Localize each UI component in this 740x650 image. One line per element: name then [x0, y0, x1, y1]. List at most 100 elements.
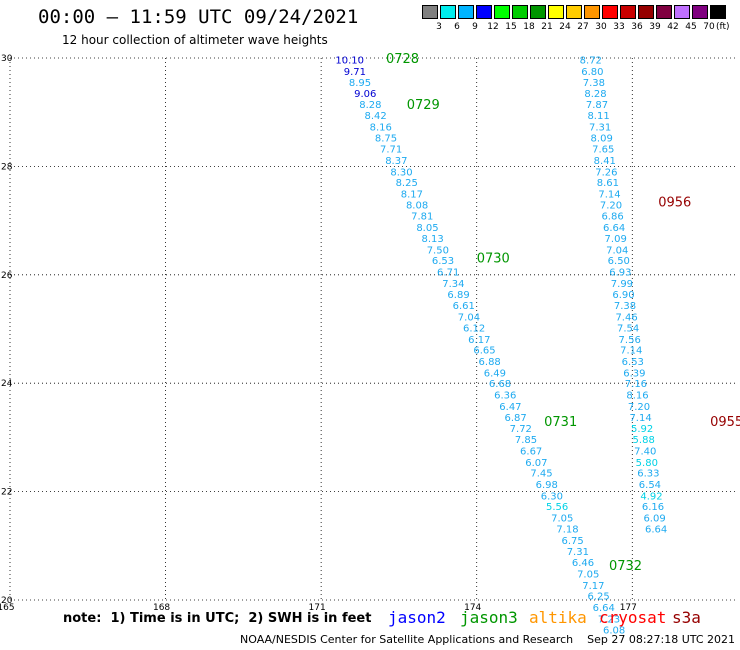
wave-height-value: 7.14: [629, 413, 651, 424]
wave-height-value: 10.10: [335, 56, 364, 67]
wave-height-value: 5.56: [546, 502, 568, 513]
legend-swatch: [656, 5, 672, 19]
wave-height-value: 5.88: [633, 435, 655, 446]
legend-unit: (ft): [716, 22, 730, 32]
legend-label: 21: [541, 22, 553, 32]
x-tick-label: 171: [309, 603, 326, 613]
wave-height-value: 6.47: [499, 402, 521, 413]
wave-height-value: 8.13: [422, 234, 444, 245]
wave-height-value: 7.31: [589, 122, 611, 133]
wave-height-value: 7.65: [592, 145, 614, 156]
wave-height-value: 6.75: [562, 536, 584, 547]
wave-height-value: 6.33: [637, 469, 659, 480]
pass-time-label: 0956: [658, 196, 691, 211]
wave-height-value: 6.30: [541, 491, 563, 502]
chart-title: 00:00 – 11:59 UTC 09/24/2021: [38, 6, 359, 28]
legend-swatch: [422, 5, 438, 19]
wave-height-value: 7.17: [582, 581, 604, 592]
legend-swatch: [602, 5, 618, 19]
wave-height-value: 6.54: [639, 480, 661, 491]
pass-time-label: 0732: [609, 559, 642, 574]
wave-height-value: 8.41: [594, 156, 616, 167]
wave-height-value: 8.61: [597, 178, 619, 189]
x-tick-label: 174: [464, 603, 481, 613]
wave-height-value: 5.92: [631, 424, 653, 435]
wave-height-value: 7.50: [427, 245, 449, 256]
legend-swatch: [530, 5, 546, 19]
wave-height-value: 8.30: [390, 167, 412, 178]
pass-time-label: 0729: [407, 98, 440, 113]
wave-height-value: 6.17: [468, 335, 490, 346]
wave-height-value: 7.72: [510, 424, 532, 435]
wave-height-value: 7.54: [617, 323, 639, 334]
wave-height-value: 7.81: [411, 212, 433, 223]
wave-height-value: 7.20: [628, 402, 650, 413]
wave-height-value: 7.87: [586, 100, 608, 111]
x-tick-label: 168: [153, 603, 170, 613]
wave-height-value: 7.14: [598, 190, 620, 201]
legend-label: 12: [487, 22, 499, 32]
wave-height-value: 6.12: [463, 323, 485, 334]
wave-height-value: 5.80: [636, 458, 658, 469]
legend-swatch: [674, 5, 690, 19]
legend-swatch: [692, 5, 708, 19]
legend-label: 33: [613, 22, 625, 32]
wave-height-value: 6.07: [525, 458, 547, 469]
wave-height-value: 6.64: [593, 603, 615, 614]
x-tick-label: 177: [620, 603, 637, 613]
wave-height-value: 8.25: [396, 178, 418, 189]
wave-height-value: 4.92: [640, 491, 662, 502]
wave-height-value: 6.53: [432, 256, 454, 267]
wave-height-value: 6.49: [484, 368, 506, 379]
legend-label: 39: [649, 22, 661, 32]
legend-swatch: [584, 5, 600, 19]
y-tick-label: 26: [1, 271, 13, 281]
wave-height-value: 7.99: [611, 279, 633, 290]
wave-height-value: 8.28: [584, 89, 606, 100]
legend-swatch: [476, 5, 492, 19]
wave-height-value: 7.09: [605, 234, 627, 245]
legend-swatch: [494, 5, 510, 19]
footnote: note: 1) Time is in UTC; 2) SWH is in fe…: [63, 611, 372, 626]
wave-height-value: 6.61: [453, 301, 475, 312]
legend-swatch: [512, 5, 528, 19]
wave-height-value: 8.72: [580, 56, 602, 67]
legend-label: 6: [454, 22, 460, 32]
wave-height-value: 8.09: [591, 134, 613, 145]
wave-height-value: 6.25: [587, 592, 609, 603]
wave-height-value: 7.04: [606, 245, 628, 256]
wave-height-value: 7.56: [619, 335, 641, 346]
y-tick-label: 22: [1, 488, 12, 498]
wave-height-value: 6.68: [489, 379, 511, 390]
legend-swatch: [710, 5, 726, 19]
wave-height-value: 8.28: [359, 100, 381, 111]
wave-height-value: 6.65: [473, 346, 495, 357]
wave-height-value: 6.09: [643, 514, 665, 525]
wave-height-value: 7.23: [598, 614, 620, 625]
wave-height-value: 6.87: [504, 413, 526, 424]
satellite-jason3: jason3: [460, 608, 518, 627]
wave-height-value: 6.93: [609, 268, 631, 279]
wave-height-value: 7.20: [600, 200, 622, 211]
y-tick-label: 24: [1, 379, 13, 389]
wave-height-value: 6.80: [581, 67, 603, 78]
wave-height-value: 8.37: [385, 156, 407, 167]
wave-height-value: 6.98: [536, 480, 558, 491]
wave-height-value: 8.17: [401, 190, 423, 201]
wave-height-value: 6.39: [623, 368, 645, 379]
wave-height-value: 7.31: [567, 547, 589, 558]
legend-swatch: [440, 5, 456, 19]
wave-height-value: 7.05: [551, 514, 573, 525]
wave-height-value: 6.90: [612, 290, 634, 301]
legend-label: 70: [703, 22, 715, 32]
wave-height-value: 7.04: [458, 313, 480, 324]
wave-height-value: 9.06: [354, 89, 376, 100]
wave-height-value: 6.71: [437, 268, 459, 279]
wave-height-value: 6.64: [645, 524, 667, 535]
wave-height-value: 8.16: [626, 391, 648, 402]
wave-height-value: 7.05: [577, 569, 599, 580]
x-tick-label: 165: [0, 603, 15, 613]
wave-height-value: 7.34: [442, 279, 464, 290]
wave-height-value: 6.89: [447, 290, 469, 301]
